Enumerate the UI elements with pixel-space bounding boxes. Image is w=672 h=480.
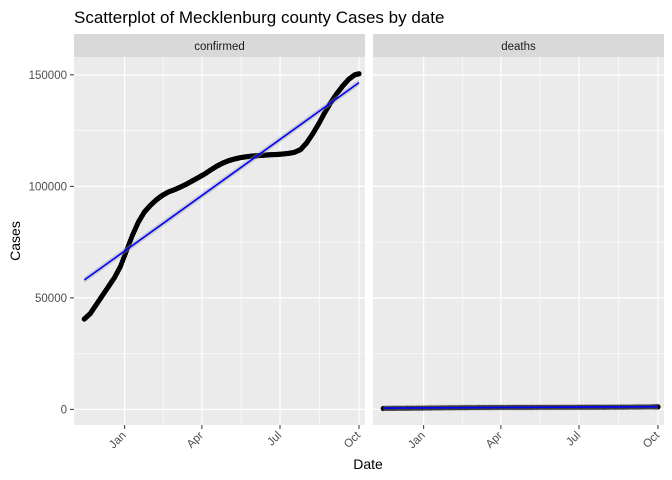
- y-axis-title: Cases: [7, 221, 23, 261]
- trend-line: [383, 405, 658, 409]
- y-tick-label: 150000: [29, 70, 67, 82]
- x-tick-label: Jul: [564, 430, 583, 449]
- chart-title: Scatterplot of Mecklenburg county Cases …: [74, 8, 444, 27]
- y-tick-label: 0: [61, 404, 67, 416]
- data-point: [356, 71, 362, 77]
- facet-strip: [74, 34, 365, 57]
- x-tick-label: Apr: [185, 430, 206, 451]
- x-axis-title: Date: [353, 456, 383, 472]
- facet-panels: confirmed Jan Apr Jul Oct deaths Jan Apr Jul Oct: [74, 34, 664, 451]
- facet-deaths: deaths Jan Apr Jul Oct: [373, 34, 664, 451]
- panel-background: [373, 57, 664, 425]
- x-tick-label: Jan: [107, 430, 129, 452]
- x-tick-label: Apr: [484, 430, 505, 451]
- facet-strip-label: deaths: [501, 41, 536, 53]
- data-points: [81, 71, 362, 322]
- facet-confirmed: confirmed Jan Apr Jul Oct: [74, 34, 365, 451]
- y-tick-label: 50000: [35, 293, 67, 305]
- y-axis: 0 50000 100000 150000: [29, 70, 74, 416]
- y-tick-label: 100000: [29, 181, 67, 193]
- facet-strip: [373, 34, 664, 57]
- x-tick-label: Jan: [406, 430, 428, 452]
- panel-background: [74, 57, 365, 425]
- x-tick-label: Jul: [265, 430, 284, 449]
- x-tick-label: Oct: [641, 429, 663, 451]
- facet-strip-label: confirmed: [194, 41, 245, 53]
- trend-line: [83, 81, 360, 281]
- x-tick-label: Oct: [342, 429, 364, 451]
